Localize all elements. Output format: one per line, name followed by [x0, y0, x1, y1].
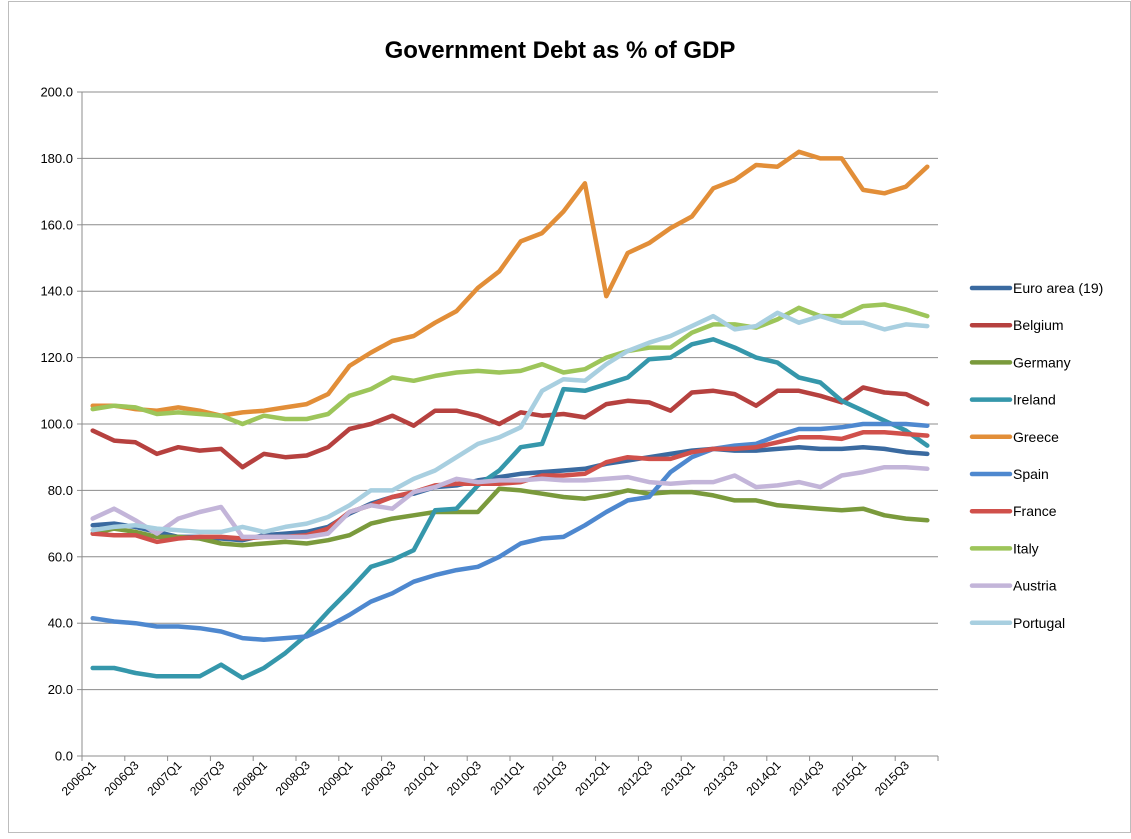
legend-label: France [1013, 503, 1057, 519]
series-line [90, 310, 930, 535]
y-tick-label: 180.0 [40, 151, 73, 166]
series-line [90, 421, 930, 643]
series-line [90, 337, 930, 681]
legend-label: Germany [1013, 354, 1071, 370]
series-line [90, 430, 930, 545]
series-line [90, 464, 930, 540]
y-tick-label: 20.0 [48, 682, 73, 697]
y-axis-ticks: 0.0 20.0 40.0 60.0 80.0 100.0 120.0 140.0 160.0 1… [40, 85, 73, 764]
series-line [90, 486, 930, 548]
legend-label: Austria [1013, 578, 1057, 594]
y-tick-label: 0.0 [55, 749, 73, 764]
y-tick-label: 160.0 [40, 217, 73, 232]
y-tick-label: 60.0 [48, 549, 73, 564]
y-tick-label: 100.0 [40, 417, 73, 432]
y-tick-label: 200.0 [40, 85, 73, 100]
legend: Euro area (19) Belgium Germany Ireland Greec… [969, 280, 1103, 631]
series-line [90, 385, 930, 470]
series-lines [90, 149, 930, 681]
legend-label: Spain [1013, 466, 1049, 482]
legend-label: Euro area (19) [1013, 280, 1103, 296]
series-line [90, 149, 930, 418]
y-tick-label: 140.0 [40, 284, 73, 299]
series-line [90, 302, 930, 427]
y-tick-label: 120.0 [40, 350, 73, 365]
legend-label: Belgium [1013, 317, 1064, 333]
legend-label: Italy [1013, 540, 1039, 556]
y-tick-label: 40.0 [48, 616, 73, 631]
legend-label: Portugal [1013, 615, 1065, 631]
legend-label: Ireland [1013, 392, 1056, 408]
legend-label: Greece [1013, 429, 1059, 445]
y-tick-label: 80.0 [48, 483, 73, 498]
chart-title: Government Debt as % of GDP [385, 37, 736, 64]
